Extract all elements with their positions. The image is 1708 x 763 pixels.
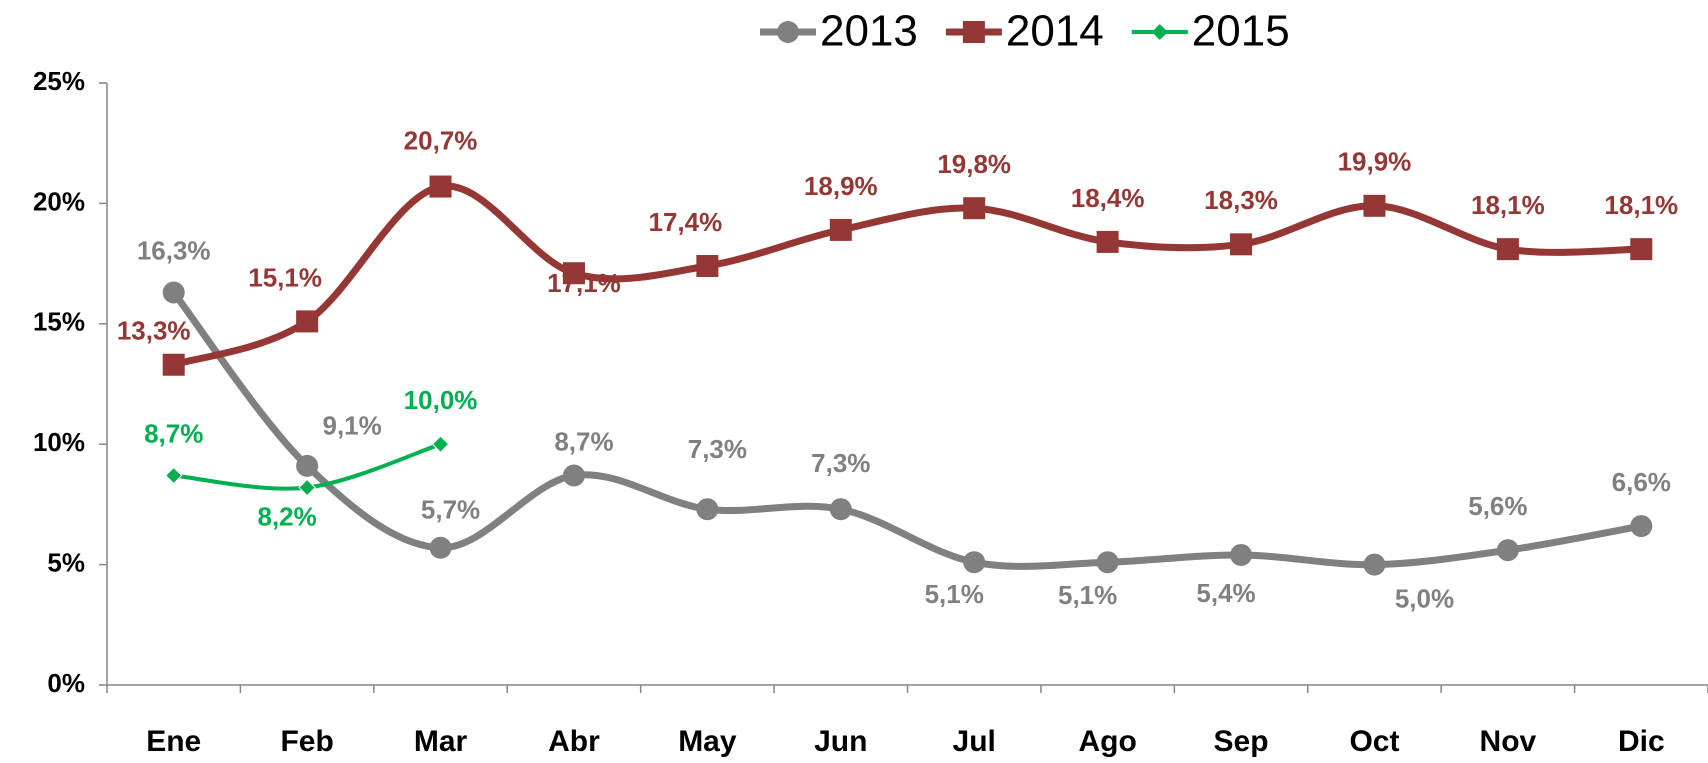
point [1496, 238, 1519, 261]
x-tick-label: Dic [1618, 725, 1665, 758]
value-label: 18,3% [1204, 185, 1278, 215]
legend-label: 2014 [1006, 7, 1104, 56]
value-label: 5,6% [1468, 491, 1527, 521]
x-tick-label: Abr [548, 725, 600, 758]
value-label: 5,0% [1395, 583, 1454, 613]
point [1363, 194, 1386, 217]
value-label: 5,7% [421, 495, 480, 525]
legend-marker [962, 21, 985, 43]
value-label: 5,4% [1196, 578, 1255, 608]
y-tick-label: 15% [33, 307, 85, 337]
point [296, 454, 319, 477]
legend-marker [777, 21, 799, 43]
legend-label: 2013 [820, 7, 918, 56]
point [298, 478, 316, 497]
point [829, 218, 852, 241]
value-label: 5,1% [925, 579, 984, 609]
y-tick-label: 25% [33, 66, 85, 96]
point [562, 262, 585, 285]
point [1096, 551, 1119, 574]
line [172, 182, 1642, 369]
x-tick-label: Jun [814, 725, 867, 758]
value-label: 19,8% [937, 149, 1011, 179]
x-tick-label: Oct [1349, 725, 1399, 758]
point [162, 353, 185, 376]
series: 8,7% 8,2% 10,0% [144, 385, 477, 531]
point [296, 310, 319, 333]
value-label: 18,4% [1071, 183, 1145, 213]
point [429, 175, 452, 198]
point [696, 255, 719, 278]
legend-marker [1151, 24, 1168, 40]
point [562, 464, 585, 487]
point [1630, 515, 1653, 538]
point [1363, 553, 1386, 576]
value-label: 8,7% [144, 418, 203, 448]
point [1096, 230, 1119, 253]
value-label: 9,1% [322, 411, 381, 441]
value-label: 18,1% [1604, 190, 1678, 220]
point [1630, 238, 1653, 261]
value-label: 16,3% [137, 235, 211, 265]
legend: 2013 2014 2015 [760, 7, 1290, 56]
y-tick-label: 20% [33, 186, 85, 216]
legend-label: 2015 [1192, 7, 1290, 56]
point [696, 498, 719, 521]
value-label: 19,9% [1338, 147, 1412, 177]
line [170, 290, 1642, 570]
point [429, 536, 452, 559]
point [431, 435, 450, 453]
x-tick-label: Ene [146, 725, 201, 758]
x-tick-label: Jul [953, 725, 996, 758]
y-tick-label: 5% [47, 547, 85, 577]
x-tick-label: Sep [1214, 725, 1269, 758]
series: 13,3% 15,1% 20,7% 17,1% 17,4% 18,9% 19,8% 18,4%… [117, 125, 1678, 376]
value-label: 17,1% [547, 268, 621, 298]
point [963, 551, 986, 574]
x-tick-label: May [678, 725, 737, 758]
x-tick-label: Nov [1480, 725, 1537, 758]
x-tick-label: Ago [1078, 725, 1136, 758]
value-label: 17,4% [649, 207, 723, 237]
value-label: 6,6% [1612, 467, 1671, 497]
value-label: 13,3% [117, 316, 191, 346]
point [1496, 539, 1519, 562]
series: 16,3% 9,1% 5,7% 8,7% 7,3% 7,3% 5,1% 5,1% 5,4% 5,0… [137, 235, 1671, 613]
point [829, 498, 852, 521]
point [1230, 233, 1253, 256]
value-label: 10,0% [404, 385, 478, 415]
y-tick-label: 0% [47, 668, 85, 698]
value-label: 8,7% [554, 426, 613, 456]
value-label: 7,3% [688, 434, 747, 464]
value-label: 18,1% [1471, 190, 1545, 220]
value-label: 5,1% [1058, 580, 1117, 610]
point [162, 281, 185, 304]
value-label: 8,2% [257, 501, 316, 531]
x-tick-label: Mar [414, 725, 468, 758]
point [1230, 543, 1253, 566]
y-tick-label: 10% [33, 427, 85, 457]
value-label: 15,1% [248, 262, 322, 292]
point [165, 466, 183, 485]
x-tick-label: Feb [280, 725, 333, 758]
value-label: 20,7% [404, 125, 478, 155]
value-label: 7,3% [811, 448, 870, 478]
value-label: 18,9% [804, 171, 878, 201]
point [963, 197, 986, 220]
